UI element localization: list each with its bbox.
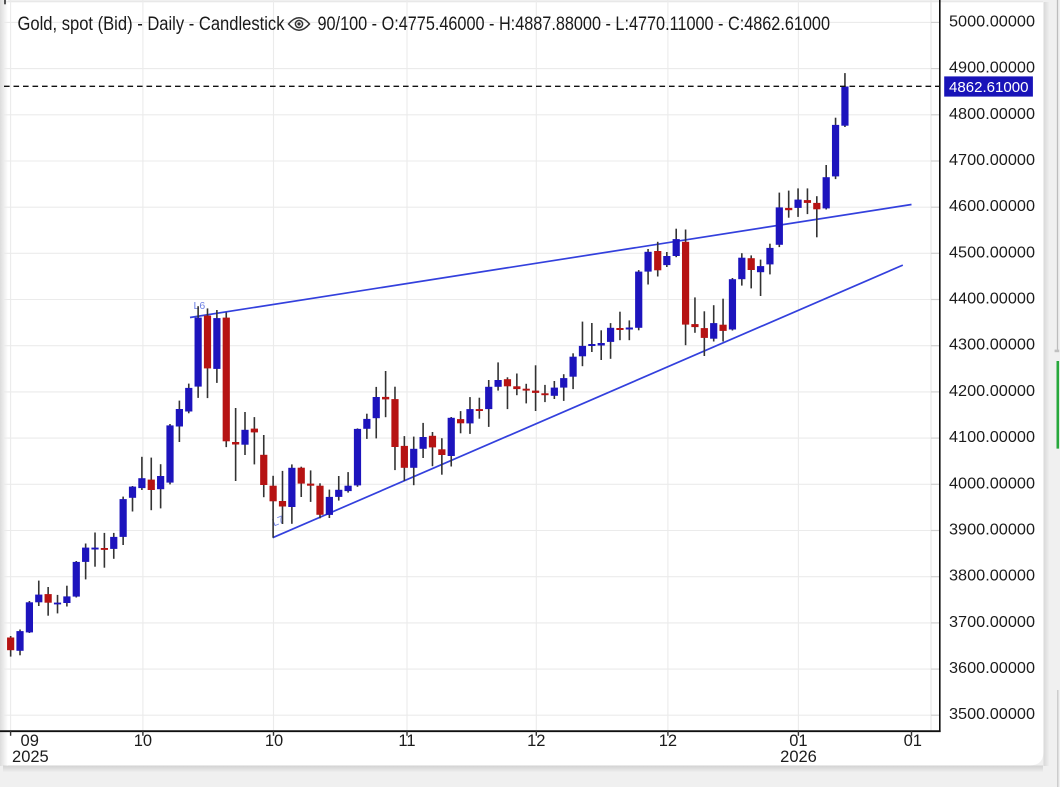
svg-text:4862.61000: 4862.61000 bbox=[949, 79, 1029, 96]
svg-text:4800.00000: 4800.00000 bbox=[949, 106, 1035, 123]
svg-text:12: 12 bbox=[659, 732, 677, 750]
svg-text:01: 01 bbox=[789, 732, 807, 750]
svg-text:01: 01 bbox=[904, 732, 922, 750]
svg-text:90/100 - O:4775.46000 - H:4887: 90/100 - O:4775.46000 - H:4887.88000 - L… bbox=[318, 14, 831, 35]
svg-text:2026: 2026 bbox=[780, 748, 817, 766]
svg-text:L6: L6 bbox=[194, 300, 206, 312]
svg-text:4700.00000: 4700.00000 bbox=[949, 152, 1035, 169]
svg-text:4500.00000: 4500.00000 bbox=[949, 244, 1035, 261]
svg-text:4200.00000: 4200.00000 bbox=[949, 383, 1035, 400]
svg-text:10: 10 bbox=[134, 732, 152, 750]
svg-text:4100.00000: 4100.00000 bbox=[949, 429, 1035, 446]
svg-text:12: 12 bbox=[527, 732, 545, 750]
svg-text:4900.00000: 4900.00000 bbox=[949, 60, 1035, 77]
svg-text:4300.00000: 4300.00000 bbox=[949, 337, 1035, 354]
svg-text:4400.00000: 4400.00000 bbox=[949, 291, 1035, 308]
svg-text:10: 10 bbox=[265, 732, 283, 750]
svg-text:3600.00000: 3600.00000 bbox=[949, 660, 1035, 677]
svg-text:3900.00000: 3900.00000 bbox=[949, 522, 1035, 539]
svg-text:09: 09 bbox=[21, 732, 39, 750]
svg-text:4000.00000: 4000.00000 bbox=[949, 475, 1035, 492]
svg-text:3500.00000: 3500.00000 bbox=[949, 706, 1035, 723]
svg-text:11: 11 bbox=[398, 732, 415, 750]
svg-text:3700.00000: 3700.00000 bbox=[949, 614, 1035, 631]
svg-text:Gold, spot (Bid) - Daily - Can: Gold, spot (Bid) - Daily - Candlestick bbox=[18, 14, 285, 35]
svg-text:3800.00000: 3800.00000 bbox=[949, 568, 1035, 585]
svg-text:4600.00000: 4600.00000 bbox=[949, 198, 1035, 215]
svg-text:2025: 2025 bbox=[12, 748, 49, 766]
svg-text:5000.00000: 5000.00000 bbox=[949, 13, 1035, 30]
